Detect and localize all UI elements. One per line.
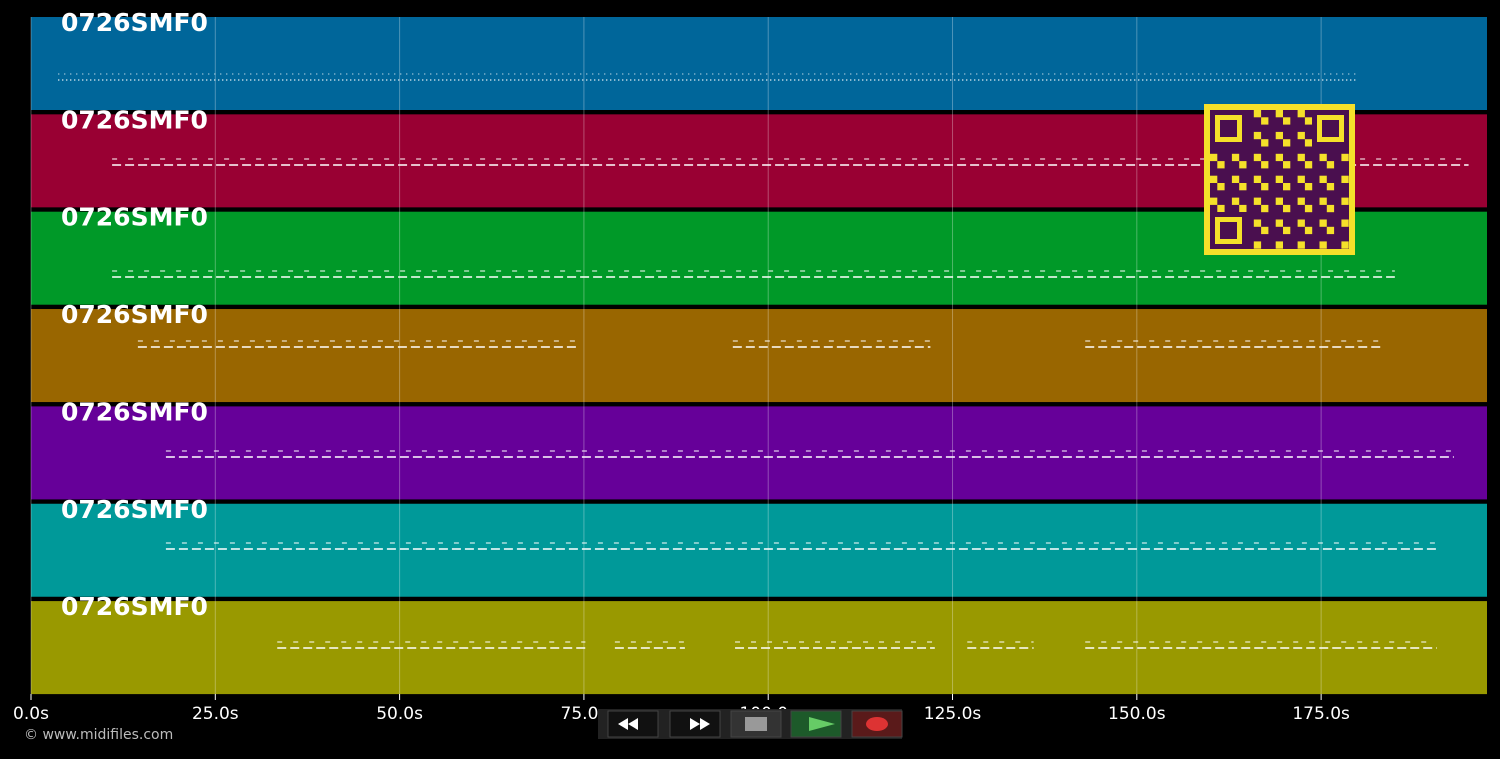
qr-cell xyxy=(1275,131,1283,140)
qr-cell xyxy=(1283,226,1291,235)
qr-cell xyxy=(1319,219,1327,227)
qr-cell xyxy=(1210,153,1218,162)
qr-cell xyxy=(1261,183,1269,191)
rewind-button[interactable] xyxy=(607,710,659,738)
qr-cell xyxy=(1253,131,1262,140)
qr-cell xyxy=(1304,139,1313,147)
qr-cell xyxy=(1253,241,1262,249)
icon xyxy=(690,718,710,730)
qr-cell xyxy=(1297,241,1305,249)
qr-cell xyxy=(1319,153,1327,162)
qr-finder xyxy=(1220,120,1237,137)
qr-cell xyxy=(1341,153,1349,162)
qr-cell xyxy=(1217,183,1225,191)
qr-cell xyxy=(1304,183,1313,191)
icon xyxy=(618,718,638,730)
qr-cell xyxy=(1297,219,1305,227)
qr-cell xyxy=(1231,197,1240,205)
qr-cell xyxy=(1283,183,1291,191)
qr-code xyxy=(1204,104,1355,255)
track-lane xyxy=(31,503,1487,597)
track-name: 0726SMF0 xyxy=(61,8,208,37)
track-lane xyxy=(31,309,1487,403)
qr-cell xyxy=(1341,197,1349,205)
qr-cell xyxy=(1210,197,1218,205)
icon xyxy=(809,717,835,731)
qr-cell xyxy=(1283,161,1291,169)
qr-cell xyxy=(1275,153,1283,162)
record-button[interactable] xyxy=(851,710,903,738)
qr-cell xyxy=(1231,175,1240,183)
qr-cell xyxy=(1283,139,1291,147)
track-name: 0726SMF0 xyxy=(61,495,208,524)
qr-cell xyxy=(1297,153,1305,162)
x-tick-label: 125.0s xyxy=(924,704,982,724)
qr-cell xyxy=(1253,175,1262,183)
qr-cell xyxy=(1326,204,1335,213)
qr-cell xyxy=(1217,161,1225,169)
qr-cell xyxy=(1253,110,1262,118)
qr-cell xyxy=(1304,161,1313,169)
qr-cell xyxy=(1341,175,1349,183)
qr-cell xyxy=(1297,110,1305,118)
x-tick-label: 50.0s xyxy=(376,704,423,724)
track-name: 0726SMF0 xyxy=(61,397,208,426)
forward-button[interactable] xyxy=(669,710,721,738)
qr-cell xyxy=(1275,241,1283,249)
track-name: 0726SMF0 xyxy=(61,592,208,621)
qr-cell xyxy=(1261,226,1269,235)
qr-cell xyxy=(1275,110,1283,118)
qr-cell xyxy=(1275,197,1283,205)
qr-cell xyxy=(1319,197,1327,205)
x-tick-label: 175.0s xyxy=(1292,704,1350,724)
qr-cell xyxy=(1261,161,1269,169)
qr-cell xyxy=(1326,161,1335,169)
qr-finder xyxy=(1322,120,1339,137)
track-name: 0726SMF0 xyxy=(61,203,208,232)
icon xyxy=(866,717,888,731)
x-tick-label: 0.0s xyxy=(13,704,49,724)
qr-cell xyxy=(1326,226,1335,235)
track-name: 0726SMF0 xyxy=(61,300,208,329)
qr-cell xyxy=(1261,117,1269,125)
qr-cell xyxy=(1275,175,1283,183)
qr-cell xyxy=(1261,139,1269,147)
qr-cell xyxy=(1210,175,1218,183)
qr-cell xyxy=(1239,204,1247,213)
qr-cell xyxy=(1304,226,1313,235)
qr-cell xyxy=(1319,241,1327,249)
qr-cell xyxy=(1304,204,1313,213)
qr-cell xyxy=(1217,204,1225,213)
x-tick-label: 25.0s xyxy=(192,704,239,724)
qr-cell xyxy=(1239,183,1247,191)
qr-cell xyxy=(1297,175,1305,183)
qr-cell xyxy=(1326,183,1335,191)
qr-cell xyxy=(1275,219,1283,227)
qr-cell xyxy=(1341,241,1349,249)
qr-cell xyxy=(1239,161,1247,169)
qr-cell xyxy=(1304,117,1313,125)
play-button[interactable] xyxy=(790,710,842,738)
track-lane xyxy=(31,406,1487,500)
x-tick-label: 75.0s xyxy=(561,704,608,724)
track-name: 0726SMF0 xyxy=(61,105,208,134)
stop-button[interactable] xyxy=(730,710,782,738)
qr-cell xyxy=(1283,117,1291,125)
copyright: © www.midifiles.com xyxy=(24,727,173,743)
qr-cell xyxy=(1341,219,1349,227)
qr-cell xyxy=(1297,197,1305,205)
qr-cell xyxy=(1283,204,1291,213)
qr-cell xyxy=(1253,197,1262,205)
x-tick-label: 150.0s xyxy=(1108,704,1166,724)
icon xyxy=(745,717,767,731)
track-lane xyxy=(31,17,1487,110)
qr-cell xyxy=(1253,219,1262,227)
qr-cell xyxy=(1297,131,1305,140)
qr-cell xyxy=(1231,153,1240,162)
qr-finder xyxy=(1220,222,1237,239)
qr-cell xyxy=(1261,204,1269,213)
qr-cell xyxy=(1253,153,1262,162)
qr-cell xyxy=(1319,175,1327,183)
